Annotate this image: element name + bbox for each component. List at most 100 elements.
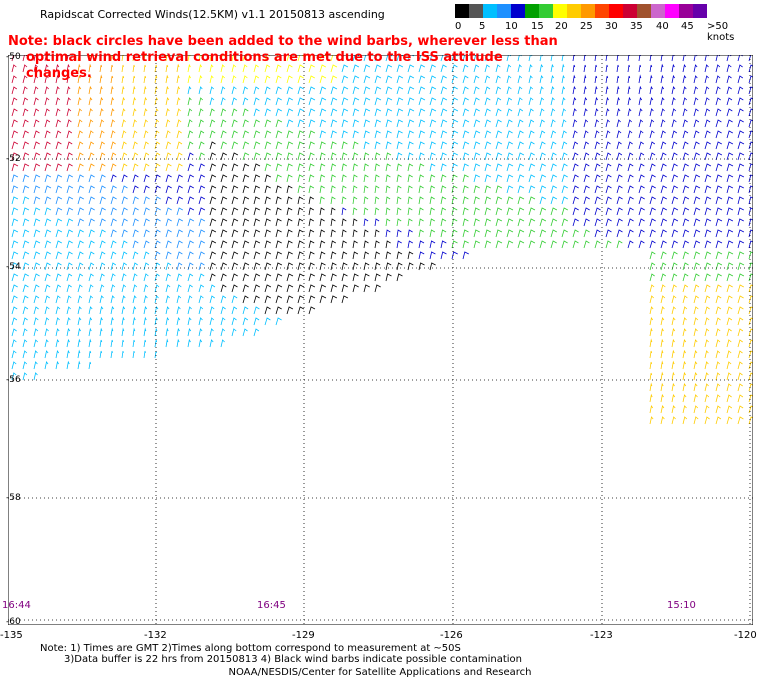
wind-barb	[352, 174, 358, 183]
wind-barb	[418, 97, 426, 106]
wind-barb	[66, 63, 70, 73]
wind-barb	[660, 327, 664, 337]
wind-barb	[44, 350, 49, 359]
wind-barb	[165, 240, 172, 249]
wind-barb	[341, 75, 349, 84]
wind-barb	[594, 185, 601, 194]
wind-barb	[715, 174, 723, 183]
wind-barb	[550, 130, 557, 139]
wind-barb	[143, 229, 150, 238]
wind-barb	[176, 229, 183, 238]
wind-barb	[418, 86, 426, 95]
wind-barb	[693, 284, 700, 293]
wind-barb	[341, 97, 349, 106]
wind-barb	[143, 85, 147, 95]
wind-barb	[550, 218, 558, 227]
wind-barb	[484, 185, 491, 194]
wind-barb	[297, 163, 304, 172]
wind-barb	[198, 130, 205, 139]
wind-barb	[242, 174, 250, 183]
wind-barb	[77, 97, 82, 106]
wind-barb	[704, 108, 711, 117]
wind-barb	[77, 284, 83, 293]
wind-barb	[22, 251, 30, 260]
time-label-third: 15:10	[667, 600, 696, 611]
wind-barb	[726, 185, 734, 194]
wind-barb	[121, 163, 128, 172]
wind-barb	[253, 262, 261, 271]
wind-barb	[649, 218, 656, 227]
wind-barb	[748, 75, 753, 84]
wind-barb	[528, 196, 536, 205]
wind-barb	[451, 207, 458, 216]
wind-barb	[484, 152, 492, 161]
wind-barb	[605, 64, 608, 73]
wind-barb	[77, 152, 84, 161]
wind-barb	[66, 97, 71, 106]
wind-barb	[693, 75, 698, 84]
wind-barb	[451, 64, 458, 73]
wind-barb	[286, 108, 294, 117]
wind-barb	[693, 97, 699, 106]
wind-barb	[121, 327, 125, 337]
wind-barb	[693, 108, 699, 117]
wind-barb	[341, 64, 349, 73]
wind-barb	[220, 339, 225, 348]
wind-barb	[473, 174, 480, 183]
wind-barb	[605, 163, 612, 172]
wind-barb	[539, 218, 547, 227]
wind-barb	[132, 229, 139, 238]
wind-barb	[209, 119, 216, 128]
wind-barb	[649, 284, 655, 293]
wind-barb	[132, 64, 135, 73]
wind-barb	[198, 152, 205, 161]
wind-barb	[176, 63, 180, 73]
wind-barb	[671, 317, 676, 326]
wind-barb	[704, 416, 710, 425]
wind-barb	[44, 218, 52, 227]
wind-barb	[132, 96, 136, 106]
wind-barb	[550, 74, 555, 84]
wind-barb	[671, 55, 675, 62]
wind-barb	[132, 152, 139, 161]
wind-barb	[374, 152, 381, 161]
wind-barb	[143, 327, 147, 337]
wind-barb	[539, 163, 546, 172]
wind-barb	[264, 317, 271, 326]
wind-barb	[99, 163, 106, 172]
wind-barb	[539, 141, 546, 150]
wind-barb	[198, 295, 204, 304]
wind-barb	[297, 119, 305, 128]
wind-barb	[572, 174, 579, 183]
time-label-second: 16:45	[257, 600, 286, 611]
wind-barb	[660, 174, 667, 183]
wind-barb	[495, 108, 502, 117]
wind-barb	[671, 295, 677, 304]
wind-barb	[649, 152, 656, 161]
wind-barb	[176, 119, 182, 128]
wind-barb	[165, 251, 172, 260]
wind-barb	[649, 55, 653, 62]
wind-barbs-layer	[11, 55, 753, 425]
lon-label-129: -129	[292, 630, 315, 641]
wind-barb	[308, 306, 316, 315]
wind-barb	[484, 119, 491, 128]
wind-barb	[726, 339, 732, 348]
wind-barb	[704, 218, 712, 227]
wind-barb	[484, 229, 491, 238]
wind-barb	[374, 284, 381, 293]
wind-barb	[385, 108, 393, 117]
wind-barb	[649, 141, 656, 150]
wind-barb	[715, 229, 723, 238]
wind-barb	[682, 55, 686, 62]
wind-barb	[429, 152, 436, 161]
wind-barb	[715, 361, 720, 370]
wind-barb	[715, 251, 723, 260]
wind-barb	[66, 295, 72, 304]
wind-barb	[165, 163, 172, 172]
wind-barb	[44, 295, 50, 304]
wind-barb	[44, 163, 52, 172]
wind-barb	[143, 207, 150, 216]
wind-barb	[154, 64, 157, 73]
wind-barb	[319, 163, 326, 172]
